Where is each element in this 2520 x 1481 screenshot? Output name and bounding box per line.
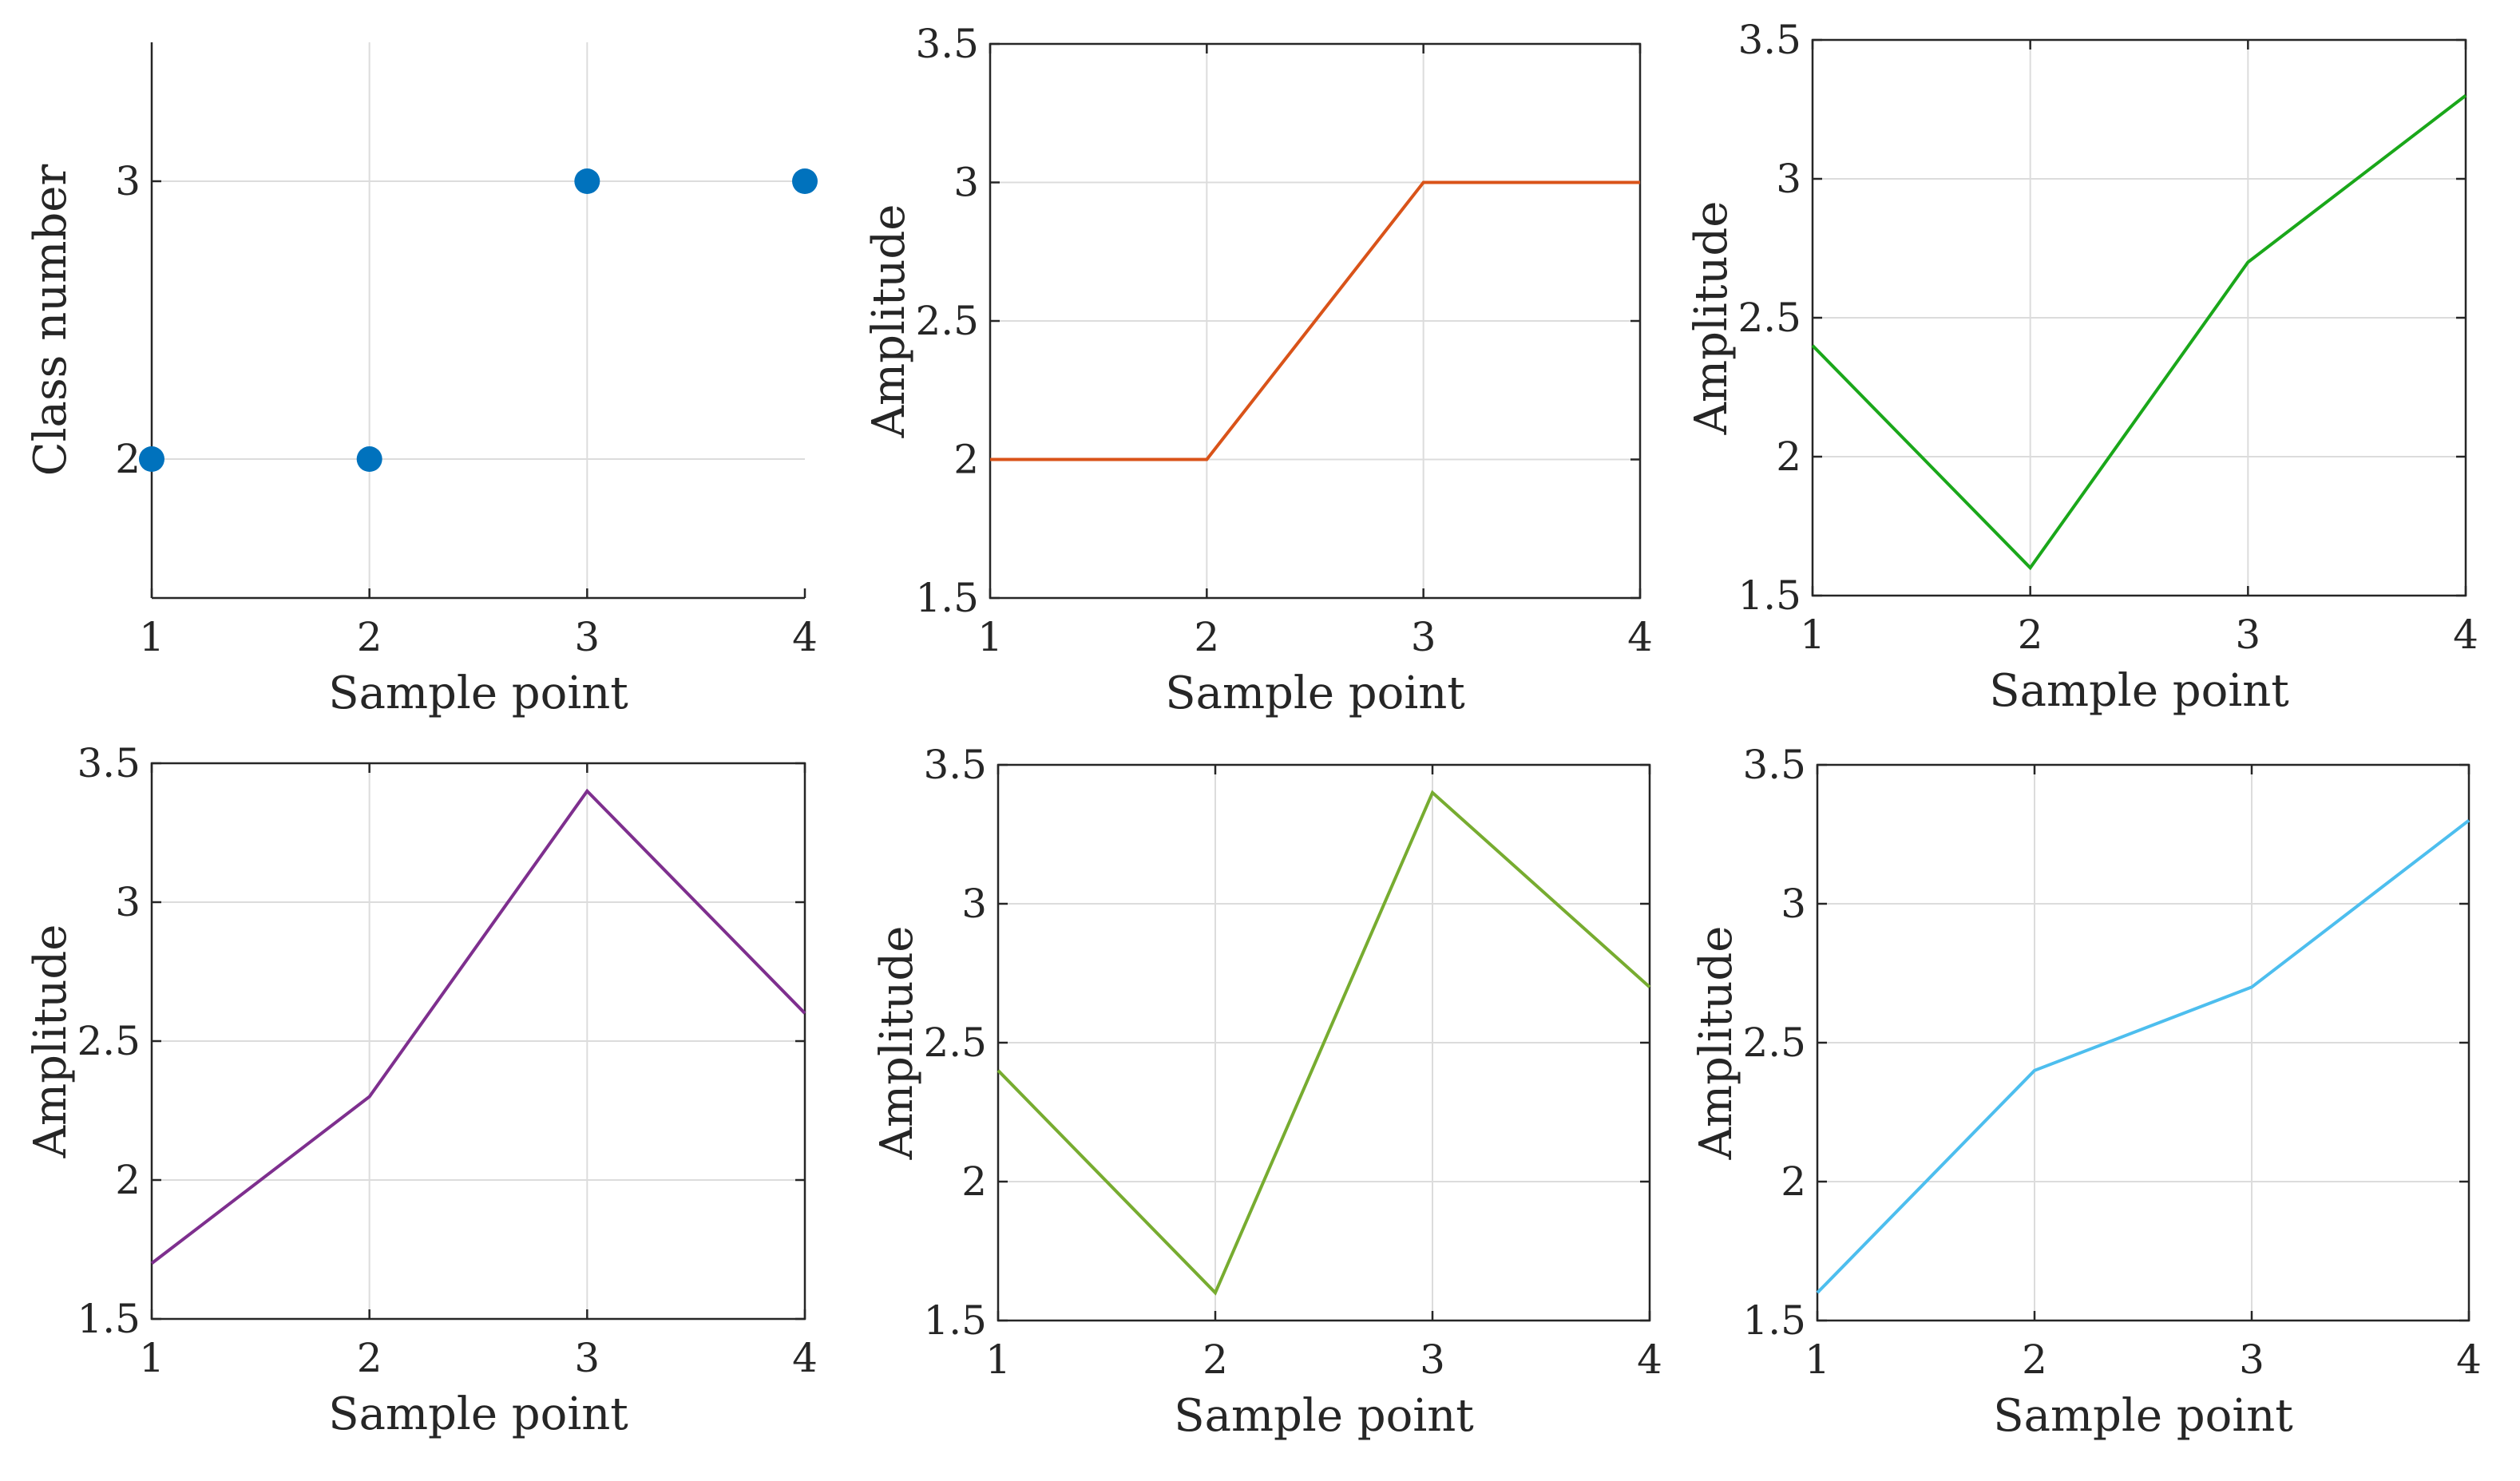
x-axis-label: Sample point [328,1388,628,1440]
x-axis-label: Sample point [1989,665,2289,717]
y-tick-label: 1.5 [923,1297,987,1344]
y-tick-label: 3 [953,160,979,206]
y-tick-label: 2 [115,436,141,482]
y-tick-label: 3 [115,879,141,925]
x-tick-label: 4 [792,614,818,660]
y-tick-label: 3.5 [1737,17,1801,63]
x-tick-label: 3 [1411,614,1436,660]
data-point [139,446,164,472]
x-axis-label: Sample point [328,667,628,719]
x-axis-label: Sample point [1174,1390,1474,1442]
y-tick-label: 1.5 [77,1296,141,1342]
x-tick-label: 3 [2239,1336,2264,1383]
y-axis-label: Amplitude [25,925,77,1159]
y-tick-label: 3.5 [923,742,987,788]
y-tick-label: 2 [1781,1158,1806,1205]
y-tick-label: 2 [953,437,979,483]
x-tick-label: 2 [2022,1336,2047,1383]
y-tick-label: 1.5 [915,575,979,621]
y-tick-label: 3.5 [1742,742,1806,788]
y-axis-label: Class number [25,164,77,477]
y-axis-label: Amplitude [1686,201,1737,436]
subplot-1: 1 2 3 4 2 3 Sample point Class number [25,42,818,719]
y-tick-label: 3 [1781,881,1806,927]
subplot-3: 1 2 3 4 1.5 2 2.5 3 3.5 Sample point Amplitude [1686,17,2478,717]
y-tick-label: 1.5 [1737,572,1801,619]
series-line [1816,819,2470,1294]
data-point [356,446,382,472]
x-tick-label: 1 [1805,1336,1830,1383]
y-tick-label: 2.5 [1742,1020,1806,1066]
x-tick-label: 2 [1203,1336,1228,1383]
y-tick-label: 2 [1776,434,1801,480]
y-tick-label: 3 [1776,156,1801,202]
x-tick-label: 1 [1800,612,1825,658]
y-tick-label: 2.5 [77,1018,141,1064]
series-line [150,788,806,1265]
y-tick-label: 1.5 [1742,1297,1806,1344]
x-tick-label: 2 [357,1335,382,1381]
y-tick-label: 3.5 [915,21,979,67]
x-tick-label: 1 [977,614,1003,660]
y-tick-label: 3.5 [77,740,141,786]
x-tick-label: 1 [139,614,164,660]
x-tick-label: 4 [2456,1336,2482,1383]
y-tick-label: 2 [961,1158,987,1205]
x-tick-label: 4 [792,1335,818,1381]
series-line [1811,94,2467,571]
x-tick-label: 1 [985,1336,1011,1383]
x-tick-label: 3 [574,614,600,660]
y-tick-label: 2.5 [915,298,979,344]
subplot-5: 1 2 3 4 1.5 2 2.5 3 3.5 Sample point Amplitude [871,742,1662,1442]
y-axis-label: Amplitude [871,926,923,1161]
x-tick-label: 1 [139,1335,164,1381]
x-axis-label: Sample point [1993,1390,2293,1442]
y-tick-label: 3 [961,881,987,927]
x-tick-label: 3 [2235,612,2260,658]
subplot-4: 1 2 3 4 1.5 2 2.5 3 3.5 Sample point Amplitude [25,740,818,1440]
x-axis-label: Sample point [1165,667,1465,719]
x-tick-label: 4 [2453,612,2478,658]
data-point [792,168,818,194]
y-tick-label: 2.5 [923,1020,987,1066]
series-line [990,180,1640,461]
x-tick-label: 4 [1637,1336,1662,1383]
data-point [574,168,600,194]
y-axis-label: Amplitude [863,204,915,439]
subplot-6: 1 2 3 4 1.5 2 2.5 3 3.5 Sample point Amplitude [1690,742,2482,1442]
x-tick-label: 4 [1627,614,1653,660]
series-line [997,790,1651,1296]
subplot-2: 1 2 3 4 1.5 2 2.5 3 3.5 Sample point Amplitude [863,21,1653,719]
y-tick-label: 3 [115,158,141,204]
x-tick-label: 2 [357,614,382,660]
x-tick-label: 3 [1420,1336,1445,1383]
y-axis-label: Amplitude [1690,926,1742,1161]
x-tick-label: 2 [2018,612,2043,658]
y-tick-label: 2.5 [1737,295,1801,341]
x-tick-label: 3 [574,1335,600,1381]
y-tick-label: 2 [115,1157,141,1203]
x-tick-label: 2 [1194,614,1219,660]
